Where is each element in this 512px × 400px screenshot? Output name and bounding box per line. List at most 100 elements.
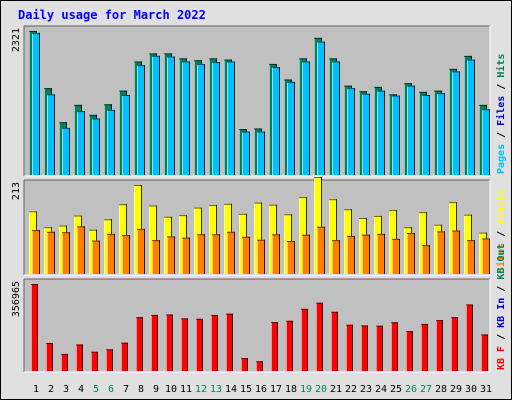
bar-kb-f-day-27	[421, 323, 428, 371]
bar-files-day-19	[302, 61, 310, 175]
bar-files-day-15	[242, 131, 250, 175]
bar-files-day-7	[122, 94, 130, 175]
bar-sites-day-30	[467, 240, 475, 274]
x-tick-label-20: 20	[315, 384, 327, 395]
x-tick-label-21: 21	[330, 384, 342, 395]
bar-kb-f-day-11	[181, 318, 188, 371]
bar-files-day-30	[467, 59, 475, 175]
x-tick-label-28: 28	[435, 384, 447, 395]
legend-separator: /	[496, 225, 507, 243]
x-tick-label-16: 16	[255, 384, 267, 395]
panel-kbytes: 356965	[11, 278, 491, 373]
bar-files-day-12	[197, 63, 205, 175]
bar-kb-f-day-24	[376, 325, 383, 371]
bar-kb-f-day-12	[196, 318, 203, 371]
panel-requests-max-label: 2321	[11, 28, 22, 52]
bar-sites-day-10	[167, 236, 175, 274]
bar-files-day-29	[452, 71, 460, 175]
x-tick-label-26: 26	[405, 384, 417, 395]
bar-sites-day-29	[452, 230, 460, 274]
bar-kb-f-day-13	[211, 314, 218, 371]
bar-sites-day-1	[32, 230, 40, 274]
bar-kb-f-day-9	[151, 314, 158, 371]
bar-kb-f-day-21	[331, 311, 338, 371]
bar-sites-day-13	[212, 234, 220, 274]
x-tick-label-18: 18	[285, 384, 297, 395]
legend-kb-in: KB In	[496, 298, 507, 328]
legend-visits: Visits	[495, 189, 507, 225]
bar-kb-f-day-25	[391, 322, 398, 371]
bar-files-day-16	[257, 131, 265, 175]
bar-kb-f-day-4	[76, 344, 83, 371]
x-tick-label-23: 23	[360, 384, 372, 395]
bar-sites-day-27	[422, 245, 430, 274]
x-tick-label-7: 7	[123, 384, 129, 395]
bar-kb-f-day-17	[271, 322, 278, 371]
bar-sites-day-14	[227, 231, 235, 274]
bar-sites-day-4	[77, 226, 85, 274]
bar-sites-day-31	[482, 238, 490, 274]
bar-visits-day-9	[149, 205, 157, 274]
x-tick-label-2: 2	[48, 384, 54, 395]
bar-files-day-11	[182, 61, 190, 175]
bar-kb-f-day-28	[436, 320, 443, 371]
bar-files-day-3	[62, 127, 70, 175]
bar-sites-day-3	[62, 232, 70, 274]
bar-sites-day-28	[437, 231, 445, 274]
bar-files-day-5	[92, 118, 100, 175]
x-tick-label-31: 31	[480, 384, 492, 395]
bar-kb-f-day-22	[346, 324, 353, 371]
x-tick-label-9: 9	[153, 384, 159, 395]
bar-kb-f-day-14	[226, 313, 233, 371]
x-tick-label-5: 5	[93, 384, 99, 395]
bar-kb-f-day-20	[316, 302, 323, 371]
bar-files-day-27	[422, 94, 430, 175]
bar-files-day-26	[407, 85, 415, 175]
panel-visits-max-label: 213	[11, 182, 22, 200]
bar-kb-f-day-30	[466, 304, 473, 371]
x-tick-label-14: 14	[225, 384, 237, 395]
bar-sites-day-24	[377, 233, 385, 274]
bar-sites-day-5	[92, 240, 100, 274]
bar-kb-f-day-7	[121, 342, 128, 371]
bar-files-day-10	[167, 56, 175, 175]
bar-files-day-20	[317, 41, 325, 175]
legend-sites: Sites	[495, 243, 507, 273]
legend-hits: Hits	[495, 54, 507, 78]
panel-visits: 213	[11, 177, 491, 276]
x-tick-label-15: 15	[240, 384, 252, 395]
bar-sites-day-15	[242, 236, 250, 274]
bar-sites-day-7	[122, 235, 130, 274]
bar-sites-day-21	[332, 240, 340, 274]
bar-sites-day-23	[362, 234, 370, 274]
bar-files-day-4	[77, 111, 85, 175]
legend-kb-f: KB F	[496, 346, 507, 370]
bar-sites-day-16	[257, 239, 265, 274]
panel-requests: 2321	[11, 25, 491, 177]
bar-sites-day-8	[137, 228, 145, 274]
legend-group-0: Pages / Files / Hits	[495, 54, 507, 174]
x-tick-label-19: 19	[300, 384, 312, 395]
bar-files-day-2	[47, 94, 55, 175]
x-tick-label-27: 27	[420, 384, 432, 395]
x-tick-label-29: 29	[450, 384, 462, 395]
legend-separator: /	[496, 280, 507, 298]
bar-sites-day-19	[302, 234, 310, 274]
bar-kb-f-day-16	[256, 361, 263, 371]
bar-sites-day-9	[152, 240, 160, 274]
x-tick-label-24: 24	[375, 384, 387, 395]
bar-kb-f-day-15	[241, 358, 248, 371]
bar-files-day-28	[437, 93, 445, 175]
x-tick-label-25: 25	[390, 384, 402, 395]
bar-files-day-9	[152, 55, 160, 175]
bar-files-day-22	[347, 88, 355, 175]
bar-sites-day-11	[182, 237, 190, 274]
bar-sites-day-26	[407, 233, 415, 274]
legend-separator: /	[496, 126, 507, 144]
bar-kb-f-day-26	[406, 331, 413, 371]
x-tick-label-22: 22	[345, 384, 357, 395]
x-tick-label-11: 11	[180, 384, 192, 395]
legend-files: Files	[495, 96, 507, 126]
bar-kb-f-day-18	[286, 320, 293, 371]
